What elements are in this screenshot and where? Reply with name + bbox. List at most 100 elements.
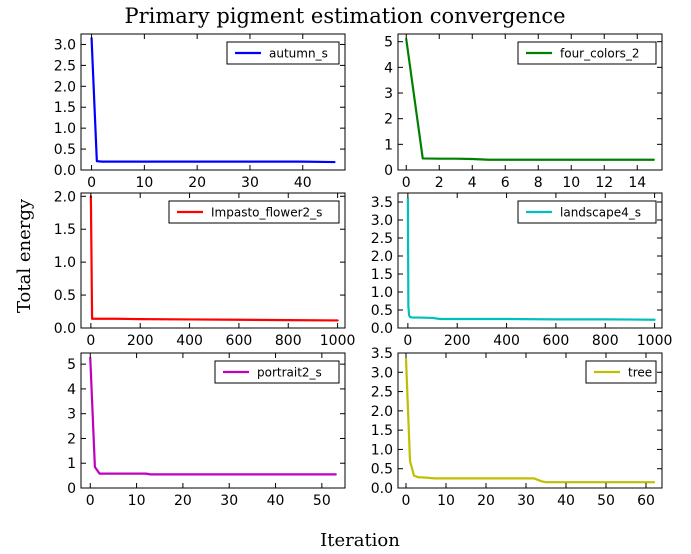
- y-tick-label: 1: [67, 456, 76, 472]
- legend: portrait2_s: [214, 360, 340, 384]
- x-tick-label: 10: [562, 175, 580, 191]
- series-line: [89, 356, 337, 476]
- legend-label: autumn_s: [269, 47, 328, 61]
- subplot-landscape4-s: 0 200 400 600 800 1000 0.0 0.5 1.0 1.5 2.0 2.5 3.0 3.…: [371, 192, 673, 349]
- legend-box: [168, 200, 340, 224]
- y-tick-label: 5: [67, 357, 76, 373]
- axes-frame: [80, 352, 346, 489]
- y-tick-label: 1.5: [371, 423, 393, 439]
- y-tick-label: 2.5: [371, 385, 393, 401]
- legend-box: [585, 360, 657, 384]
- y-tick-label: 3.0: [371, 365, 393, 381]
- series-line: [89, 195, 339, 322]
- y-tick-label: 3.0: [54, 37, 76, 53]
- legend: autumn_s: [226, 41, 340, 65]
- legend-label: landscape4_s: [560, 206, 641, 220]
- y-tick-label: 0.5: [54, 142, 76, 158]
- x-tick-label: 30: [517, 493, 535, 509]
- y-tick-label: 2.0: [371, 404, 393, 420]
- y-tick-label: 3.5: [371, 346, 393, 362]
- series-line: [404, 357, 656, 484]
- y-tick-label: 2.5: [54, 58, 76, 74]
- legend-label: portrait2_s: [257, 366, 322, 380]
- y-tick-label: 0: [384, 163, 393, 179]
- x-tick-label: 20: [174, 493, 192, 509]
- y-tick-label: 2.5: [371, 231, 393, 247]
- y-tick-label: 1.0: [371, 285, 393, 301]
- y-tick-label: 2: [384, 112, 393, 128]
- legend-label: four_colors_2: [560, 47, 640, 61]
- x-tick-label: 30: [220, 493, 238, 509]
- legend: landscape4_s: [517, 200, 657, 224]
- y-tick-label: 0.5: [54, 288, 76, 304]
- y-tick-label: 3: [67, 407, 76, 423]
- axes-frame: [397, 33, 663, 171]
- x-tick-label: 800: [275, 333, 302, 349]
- y-tick-label: 0.0: [54, 163, 76, 179]
- y-tick-label: 2.0: [54, 79, 76, 95]
- y-tick-label: 1.0: [54, 255, 76, 271]
- x-tick-label: 40: [294, 175, 312, 191]
- x-tick-label: 400: [176, 333, 203, 349]
- x-tick-label: 6: [501, 175, 510, 191]
- y-tick-label: 4: [67, 382, 76, 398]
- x-tick-label: 400: [493, 333, 520, 349]
- legend-box: [226, 41, 340, 65]
- x-tick-label: 20: [477, 493, 495, 509]
- y-axis-label: Total energy: [14, 198, 35, 313]
- y-tick-label: 1.5: [54, 222, 76, 238]
- legend-box: [214, 360, 340, 384]
- x-tick-label: 40: [267, 493, 285, 509]
- legend: four_colors_2: [517, 41, 657, 65]
- subplot-tree: 0 10 20 30 40 50 60 0.0 0.5 1.0 1.5 2.0 2.5 3.0 3.5 tre…: [371, 346, 663, 509]
- x-tick-label: 200: [127, 333, 154, 349]
- series-line: [405, 38, 655, 161]
- y-tick-label: 3.5: [371, 195, 393, 211]
- y-tick-label: 2.0: [54, 189, 76, 205]
- x-tick-label: 0: [403, 333, 412, 349]
- x-tick-label: 0: [402, 493, 411, 509]
- x-axis-label: Iteration: [320, 530, 400, 551]
- x-tick-label: 10: [128, 493, 146, 509]
- y-tick-label: 1.5: [371, 267, 393, 283]
- y-tick-label: 1: [384, 137, 393, 153]
- y-tick-label: 3.0: [371, 213, 393, 229]
- x-tick-label: 8: [534, 175, 543, 191]
- x-tick-label: 2: [435, 175, 444, 191]
- axes-frame: [80, 33, 346, 171]
- x-tick-label: 10: [135, 175, 153, 191]
- y-tick-label: 0.5: [371, 303, 393, 319]
- axes-frame: [397, 352, 663, 489]
- x-tick-label: 0: [86, 493, 95, 509]
- y-tick-label: 1.0: [371, 442, 393, 458]
- x-tick-label: 600: [226, 333, 253, 349]
- x-tick-label: 50: [313, 493, 331, 509]
- y-tick-label: 0: [67, 481, 76, 497]
- x-tick-label: 10: [437, 493, 455, 509]
- x-tick-label: 0: [402, 175, 411, 191]
- legend-box: [517, 41, 657, 65]
- x-tick-label: 30: [241, 175, 259, 191]
- legend-label: tree: [628, 366, 652, 380]
- legend-label: Impasto_flower2_s: [211, 206, 322, 220]
- subplot-portrait2-s: 0 10 20 30 40 50 0 1 2 3 4 5 portrait2_s: [67, 352, 346, 509]
- legend: tree: [585, 360, 657, 384]
- y-tick-label: 1.0: [54, 121, 76, 137]
- legend: Impasto_flower2_s: [168, 200, 340, 224]
- legend-box: [517, 200, 657, 224]
- y-tick-label: 4: [384, 60, 393, 76]
- series-line: [90, 37, 336, 164]
- axes-frame: [397, 192, 663, 329]
- x-tick-label: 50: [597, 493, 615, 509]
- y-tick-label: 0.0: [371, 481, 393, 497]
- axes-frame: [80, 192, 346, 329]
- y-tick-label: 1.5: [54, 100, 76, 116]
- x-tick-label: 800: [592, 333, 619, 349]
- x-tick-label: 20: [188, 175, 206, 191]
- y-tick-label: 3: [384, 86, 393, 102]
- x-tick-label: 1000: [637, 333, 673, 349]
- y-tick-label: 5: [384, 35, 393, 51]
- y-tick-label: 2: [67, 431, 76, 447]
